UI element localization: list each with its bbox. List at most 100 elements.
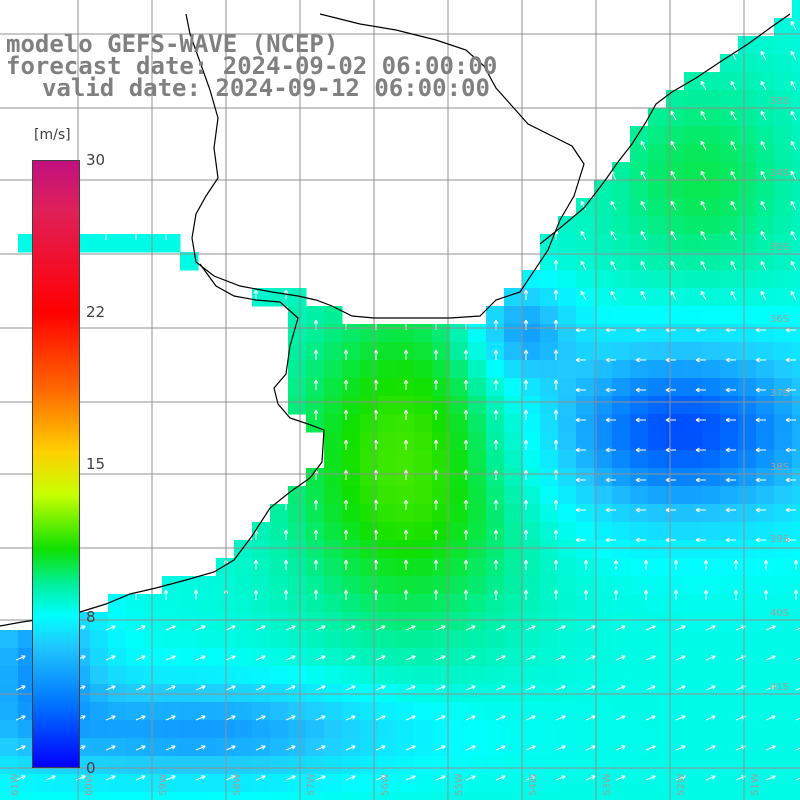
field-cell	[342, 540, 361, 559]
field-cell	[666, 468, 685, 487]
field-cell	[558, 342, 577, 361]
field-cell	[360, 450, 379, 469]
field-cell	[684, 558, 703, 577]
field-cell	[774, 36, 793, 55]
field-cell	[666, 684, 685, 703]
field-cell	[378, 630, 397, 649]
field-cell	[522, 630, 541, 649]
field-cell	[234, 720, 253, 739]
field-cell	[360, 756, 379, 775]
field-cell	[684, 252, 703, 271]
field-cell	[378, 450, 397, 469]
field-cell	[342, 360, 361, 379]
field-cell	[108, 630, 127, 649]
field-cell	[684, 198, 703, 217]
field-cell	[558, 630, 577, 649]
field-cell	[666, 396, 685, 415]
field-cell	[324, 702, 343, 721]
field-cell	[162, 594, 181, 613]
field-cell	[576, 234, 595, 253]
field-cell	[324, 486, 343, 505]
field-cell	[324, 684, 343, 703]
field-cell	[684, 378, 703, 397]
field-cell	[648, 522, 667, 541]
field-cell	[576, 756, 595, 775]
field-cell	[720, 792, 739, 800]
field-cell	[720, 396, 739, 415]
field-cell	[774, 756, 793, 775]
field-cell	[198, 648, 217, 667]
field-cell	[792, 648, 800, 667]
field-cell	[0, 738, 19, 757]
field-cell	[594, 612, 613, 631]
field-cell	[738, 720, 757, 739]
field-cell	[504, 666, 523, 685]
field-cell	[702, 216, 721, 235]
field-cell	[414, 378, 433, 397]
field-cell	[126, 720, 145, 739]
field-cell	[648, 468, 667, 487]
lon-label: 52W	[676, 773, 687, 796]
field-cell	[684, 396, 703, 415]
lat-label: 37S	[770, 388, 789, 399]
field-cell	[324, 468, 343, 487]
field-cell	[306, 540, 325, 559]
field-cell	[756, 180, 775, 199]
field-cell	[540, 702, 559, 721]
field-cell	[612, 468, 631, 487]
field-cell	[468, 738, 487, 757]
field-cell	[756, 36, 775, 55]
field-cell	[522, 684, 541, 703]
field-cell	[324, 594, 343, 613]
field-cell	[522, 756, 541, 775]
field-cell	[396, 540, 415, 559]
field-cell	[342, 378, 361, 397]
field-cell	[324, 522, 343, 541]
field-cell	[504, 414, 523, 433]
field-cell	[648, 198, 667, 217]
field-cell	[198, 756, 217, 775]
field-cell	[468, 360, 487, 379]
field-cell	[558, 774, 577, 793]
field-cell	[666, 504, 685, 523]
field-cell	[270, 648, 289, 667]
field-cell	[468, 648, 487, 667]
field-cell	[792, 126, 800, 145]
field-cell	[594, 648, 613, 667]
field-cell	[198, 774, 217, 793]
field-cell	[162, 720, 181, 739]
field-cell	[450, 630, 469, 649]
field-cell	[378, 666, 397, 685]
field-cell	[702, 630, 721, 649]
field-cell	[576, 792, 595, 800]
field-cell	[396, 630, 415, 649]
field-cell	[270, 756, 289, 775]
field-cell	[594, 486, 613, 505]
field-cell	[414, 666, 433, 685]
field-cell	[558, 756, 577, 775]
field-cell	[540, 684, 559, 703]
field-cell	[144, 594, 163, 613]
field-cell	[648, 720, 667, 739]
field-cell	[612, 630, 631, 649]
field-cell	[162, 234, 181, 253]
field-cell	[684, 630, 703, 649]
field-cell	[486, 360, 505, 379]
field-cell	[342, 684, 361, 703]
field-cell	[396, 666, 415, 685]
field-cell	[324, 378, 343, 397]
field-cell	[774, 360, 793, 379]
field-cell	[558, 486, 577, 505]
field-cell	[792, 270, 800, 289]
field-cell	[684, 180, 703, 199]
field-cell	[576, 414, 595, 433]
field-cell	[540, 270, 559, 289]
field-cell	[36, 792, 55, 800]
field-cell	[792, 144, 800, 163]
field-cell	[468, 396, 487, 415]
field-cell	[504, 774, 523, 793]
field-cell	[450, 756, 469, 775]
field-cell	[198, 792, 217, 800]
field-cell	[684, 468, 703, 487]
field-cell	[648, 450, 667, 469]
